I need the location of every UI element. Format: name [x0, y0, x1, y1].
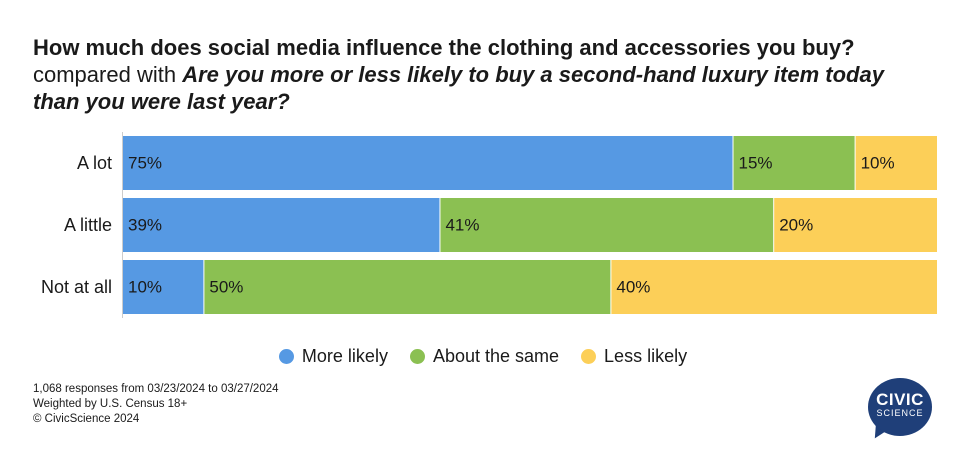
legend-item: Less likely: [581, 345, 687, 367]
bar-segment: [123, 198, 440, 252]
bar-segment: [774, 198, 937, 252]
civicscience-logo: CIVIC SCIENCE: [868, 378, 934, 444]
data-label: 41%: [445, 216, 479, 235]
data-label: 15%: [739, 154, 773, 173]
data-label: 39%: [128, 216, 162, 235]
bar-segment: [204, 260, 611, 314]
category-label: Not at all: [41, 277, 112, 297]
footnote-copyright: © CivicScience 2024: [33, 413, 140, 425]
category-label: A little: [64, 215, 112, 235]
bar-row: A lot 75% 15% 10%: [77, 136, 937, 190]
legend-label: About the same: [432, 346, 560, 366]
legend-item: More likely: [278, 345, 388, 367]
bar-segment: [123, 260, 204, 314]
title-comparison: compared with: [33, 62, 177, 87]
data-label: 40%: [616, 278, 650, 297]
data-label: 75%: [128, 154, 162, 173]
title-question-1: How much does social media influence the…: [33, 35, 855, 60]
data-label: 10%: [128, 278, 162, 297]
data-label: 10%: [861, 154, 895, 173]
legend-swatch: [581, 348, 597, 364]
bar-segment: [611, 260, 937, 314]
footnote: 1,068 responses from 03/23/2024 to 03/27…: [33, 382, 279, 427]
bar-row: A little 39% 41% 20%: [64, 198, 937, 252]
logo-badge: CIVIC SCIENCE: [868, 378, 932, 436]
bar-segment: [123, 136, 733, 190]
legend-label: Less likely: [604, 346, 688, 366]
legend-item: About the same: [409, 345, 560, 367]
title-question-2: Are you more or less likely to buy a sec…: [33, 62, 884, 114]
bars-layer: A lot 75% 15% 10% A little 39% 41% 20% Not at al…: [41, 136, 937, 314]
chart-title: How much does social media influence the…: [33, 34, 933, 115]
data-label: 20%: [779, 216, 813, 235]
bar-row: Not at all 10% 50% 40%: [41, 260, 937, 314]
legend-swatch: [409, 348, 425, 364]
legend-swatch: [278, 348, 294, 364]
logo-text-civic: CIVIC: [876, 390, 924, 409]
bar-segment: [733, 136, 855, 190]
data-label: 50%: [209, 278, 243, 297]
logo-text-science: SCIENCE: [876, 408, 924, 418]
bar-segment: [855, 136, 937, 190]
category-label: A lot: [77, 153, 112, 173]
legend-label: More likely: [301, 346, 388, 366]
footnote-responses: 1,068 responses from 03/23/2024 to 03/27…: [33, 383, 279, 395]
footnote-weighting: Weighted by U.S. Census 18+: [33, 398, 188, 410]
bar-segment: [440, 198, 774, 252]
legend: More likely About the same Less likely: [0, 345, 966, 367]
stacked-bar-chart: A lot 75% 15% 10% A little 39% 41% 20% Not at al…: [41, 132, 937, 318]
